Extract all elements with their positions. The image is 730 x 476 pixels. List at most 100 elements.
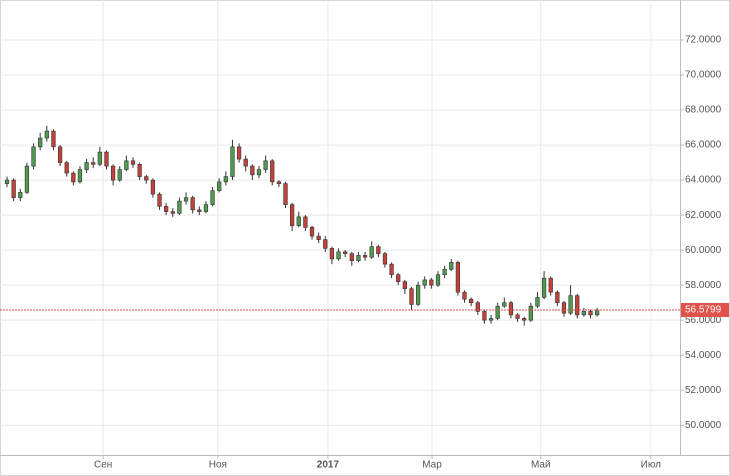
y-tick-label: 62.0000 (685, 210, 722, 221)
candle-body (303, 216, 308, 228)
x-tick-label: Мар (422, 460, 442, 471)
x-tick-label: 2017 (317, 460, 340, 471)
candle-body (482, 311, 487, 321)
candle-body (415, 284, 421, 305)
x-tick-label: Ноя (209, 460, 227, 471)
candle-body (522, 318, 527, 321)
candle-body (495, 305, 500, 319)
candle-body (250, 165, 255, 176)
candle-body (389, 263, 394, 275)
candle-body (104, 151, 109, 167)
candle-body (475, 302, 480, 312)
candle-body (18, 192, 23, 198)
candle-body (369, 246, 374, 258)
candle-body (117, 169, 122, 181)
candle-body (256, 169, 262, 176)
candle-body (4, 179, 10, 184)
candle-body (541, 277, 547, 298)
y-tick-label: 72.0000 (685, 35, 722, 46)
candle-body (110, 165, 116, 181)
candle-body (263, 160, 268, 170)
candle-body (502, 302, 507, 307)
candle-body (356, 255, 361, 261)
candle-body (31, 146, 36, 167)
candle-body (329, 248, 335, 260)
candle-body (183, 197, 189, 202)
candle-body (243, 158, 248, 167)
candle-body (581, 311, 586, 316)
candle-body (91, 162, 96, 165)
y-tick-label: 60.0000 (685, 245, 722, 256)
y-tick-label: 58.0000 (685, 280, 722, 291)
candle-body (230, 146, 235, 177)
candle-body (283, 183, 288, 205)
candle-body (57, 146, 63, 163)
candle-body (270, 160, 275, 183)
y-tick-label: 54.0000 (685, 350, 722, 361)
candle-body (561, 302, 567, 314)
candle-body (296, 216, 301, 226)
candle-body (376, 246, 381, 254)
candle-body (210, 190, 215, 205)
candle-body (223, 176, 228, 183)
candle-body (455, 262, 461, 293)
candle-body (51, 130, 56, 148)
candle-body (336, 251, 341, 260)
last-price-label: 56.5799 (685, 305, 722, 316)
candle-body (97, 151, 102, 165)
y-tick-label: 68.0000 (685, 105, 722, 116)
candle-body (170, 211, 175, 214)
candle-body (422, 279, 427, 286)
candle-body (555, 291, 560, 303)
candle-body (164, 206, 169, 212)
candle-body (575, 295, 580, 316)
candle-body (528, 305, 533, 321)
candle-body (309, 227, 315, 237)
candle-body (144, 176, 149, 181)
candle-body (402, 281, 407, 289)
candle-body (535, 297, 540, 307)
candle-body (429, 279, 434, 286)
candle-body (435, 274, 441, 286)
y-tick-label: 64.0000 (685, 175, 722, 186)
candle-body (349, 253, 354, 261)
candle-body (24, 165, 30, 193)
candle-body (177, 200, 182, 214)
candle-body (130, 160, 136, 165)
y-tick-label: 70.0000 (685, 70, 722, 81)
candle-body (276, 181, 281, 184)
y-tick-label: 52.0000 (685, 385, 722, 396)
candle-body (362, 255, 368, 258)
candle-body (84, 162, 89, 170)
candle-body (396, 274, 401, 282)
candle-body (508, 302, 514, 316)
candle-body (449, 262, 454, 270)
candle-body (217, 181, 222, 191)
candle-body (77, 169, 83, 183)
candle-body (568, 295, 573, 314)
last-price-tag (681, 303, 729, 318)
candle-body (124, 160, 129, 170)
candle-body (323, 239, 328, 249)
candle-body (382, 253, 388, 265)
candle-body (11, 179, 16, 198)
candle-body (236, 146, 242, 160)
candle-body (157, 193, 162, 207)
candle-body (203, 204, 209, 212)
y-tick-label: 50.0000 (685, 420, 722, 431)
candle-body (469, 298, 474, 303)
candle-body (290, 204, 295, 226)
candle-body (515, 314, 520, 319)
x-tick-label: Сен (94, 460, 112, 471)
candle-body (316, 235, 321, 240)
candle-body (548, 277, 553, 293)
candle-body (71, 172, 76, 183)
candle-body (488, 318, 494, 321)
candle-body (150, 179, 156, 195)
candle-body (38, 137, 43, 148)
x-tick-label: Июл (641, 460, 661, 471)
candle-body (409, 288, 414, 305)
candle-body (588, 311, 593, 316)
candle-body (190, 197, 195, 211)
